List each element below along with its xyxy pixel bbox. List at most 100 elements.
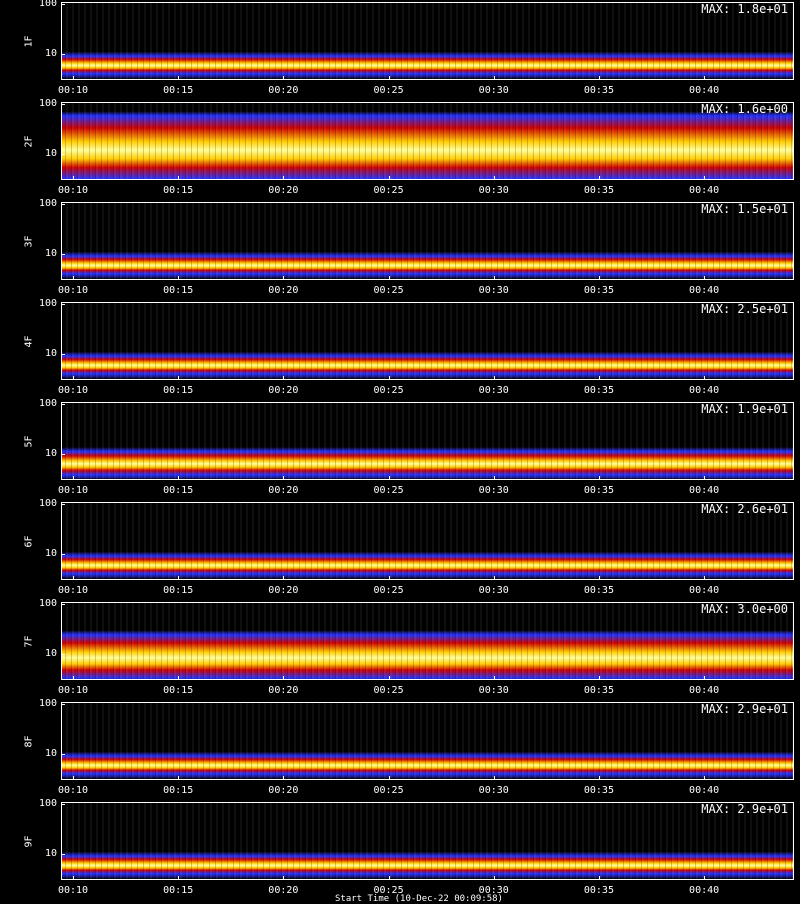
x-tick-mark (598, 676, 600, 680)
x-tick-label: 00:35 (583, 485, 614, 496)
y-tick-label: 10 (44, 48, 57, 59)
time-bins-texture (62, 3, 793, 79)
x-tick-label: 00:20 (268, 285, 299, 296)
x-tick-label: 00:40 (689, 885, 720, 896)
y-tick-mark (61, 554, 65, 555)
x-tick-mark (704, 576, 706, 580)
x-tick-label: 00:10 (57, 485, 89, 496)
x-tick-mark (598, 576, 600, 580)
x-tick-label: 00:40 (689, 585, 720, 596)
x-tick-mark (598, 876, 600, 880)
intensity-band (62, 803, 793, 879)
y-tick-label: 10 (44, 548, 57, 559)
x-tick-label: 00:30 (478, 685, 509, 696)
x-tick-label: 00:35 (583, 185, 614, 196)
x-tick-label: 00:30 (478, 85, 509, 96)
x-tick-label: 00:25 (373, 285, 404, 296)
y-tick-mark (61, 304, 65, 305)
y-tick-label: 10 (44, 448, 57, 459)
x-tick-mark (178, 276, 180, 280)
x-tick-mark (493, 576, 495, 580)
x-tick-label: 00:35 (583, 785, 614, 796)
x-tick-mark (283, 276, 285, 280)
x-tick-label: 00:20 (268, 185, 299, 196)
x-tick-label: 00:20 (268, 885, 299, 896)
footer-start-time: Start Time (10-Dec-22 00:09:58) (335, 894, 503, 904)
x-tick-mark (283, 76, 285, 80)
x-tick-label: 00:30 (478, 885, 509, 896)
x-tick-label: 00:20 (268, 785, 299, 796)
x-tick-label: 00:25 (373, 85, 404, 96)
x-tick-label: 00:35 (583, 85, 614, 96)
x-tick-mark (388, 476, 390, 480)
y-tick-label: 10 (44, 648, 57, 659)
time-bins-texture (62, 103, 793, 179)
x-tick-mark (73, 776, 74, 780)
y-tick-mark (61, 404, 65, 405)
intensity-band (62, 403, 793, 479)
y-tick-label: 100 (38, 698, 57, 709)
x-tick-mark (283, 376, 285, 380)
x-tick-label: 00:15 (163, 385, 194, 396)
x-tick-mark (178, 576, 180, 580)
y-tick-label: 100 (38, 798, 57, 809)
x-tick-mark (598, 76, 600, 80)
x-tick-mark (493, 376, 495, 380)
spectrogram-plot (61, 702, 794, 780)
x-tick-mark (704, 776, 706, 780)
time-bins-texture (62, 603, 793, 679)
y-tick-label: 100 (38, 498, 57, 509)
x-tick-label: 00:20 (268, 385, 299, 396)
x-tick-mark (283, 776, 285, 780)
y-tick-mark (61, 104, 65, 105)
x-tick-mark (493, 776, 495, 780)
x-tick-label: 00:40 (689, 185, 720, 196)
x-tick-label: 00:30 (478, 485, 509, 496)
x-tick-mark (283, 576, 285, 580)
max-value-label: MAX: 2.5e+01 (701, 302, 788, 316)
panel-8F: 8F 100 10 MAX: 2.9e+01 00:10 00:15 00:20 00:25 0… (0, 698, 800, 800)
max-value-label: MAX: 1.8e+01 (701, 2, 788, 16)
time-bins-texture (62, 503, 793, 579)
y-tick-mark (61, 354, 65, 355)
x-tick-label: 00:40 (689, 785, 720, 796)
x-tick-mark (388, 776, 390, 780)
spectrogram-plot (61, 502, 794, 580)
x-tick-label: 00:30 (478, 385, 509, 396)
intensity-band (62, 603, 793, 679)
x-tick-mark (388, 176, 390, 180)
x-tick-label: 00:30 (478, 785, 509, 796)
x-tick-label: 00:35 (583, 285, 614, 296)
max-value-label: MAX: 1.9e+01 (701, 402, 788, 416)
panel-3F: 3F 100 10 MAX: 1.5e+01 00:10 00:15 00:20 00:25 0… (0, 198, 800, 300)
x-tick-label: 00:20 (268, 485, 299, 496)
x-tick-label: 00:25 (373, 585, 404, 596)
y-tick-mark (61, 504, 65, 505)
x-tick-mark (73, 376, 74, 380)
x-tick-mark (493, 476, 495, 480)
x-tick-label: 00:15 (163, 485, 194, 496)
panel-6F: 6F 100 10 MAX: 2.6e+01 00:10 00:15 00:20 00:25 0… (0, 498, 800, 600)
x-tick-label: 00:10 (57, 185, 89, 196)
x-tick-mark (178, 476, 180, 480)
spectrogram-plot (61, 2, 794, 80)
y-tick-label: 100 (38, 0, 57, 9)
y-tick-label: 100 (38, 598, 57, 609)
x-tick-label: 00:25 (373, 785, 404, 796)
x-tick-mark (178, 776, 180, 780)
max-value-label: MAX: 1.5e+01 (701, 202, 788, 216)
x-tick-mark (283, 876, 285, 880)
x-tick-mark (704, 76, 706, 80)
intensity-band (62, 3, 793, 79)
x-tick-label: 00:25 (373, 485, 404, 496)
panel-1F: 1F 100 10 MAX: 1.8e+01 00:10 00:15 00:20 00:25 0… (0, 0, 800, 100)
x-tick-mark (598, 776, 600, 780)
x-tick-label: 00:40 (689, 385, 720, 396)
x-tick-mark (598, 476, 600, 480)
y-tick-mark (61, 654, 65, 655)
x-tick-mark (283, 176, 285, 180)
x-tick-label: 00:15 (163, 685, 194, 696)
x-tick-label: 00:25 (373, 685, 404, 696)
x-tick-mark (388, 876, 390, 880)
x-tick-mark (388, 676, 390, 680)
